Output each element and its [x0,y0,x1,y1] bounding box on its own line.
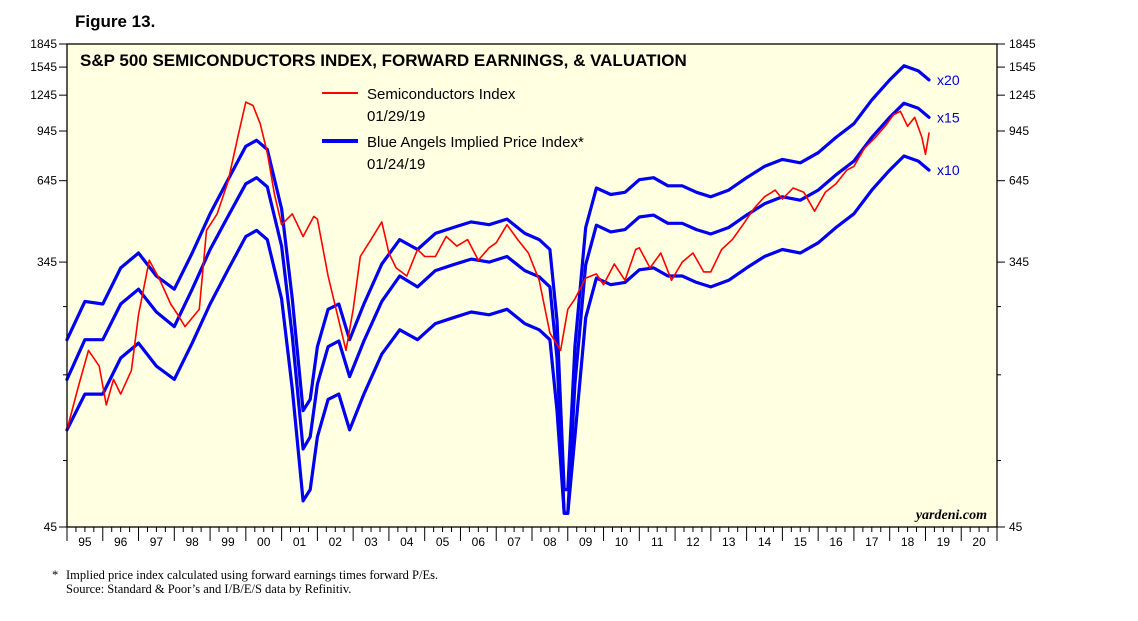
series-line-x10 [65,154,931,515]
series-line-semiconductors [66,101,930,431]
series-line-x20 [65,64,931,492]
x-tick-label: 20 [972,535,986,549]
watermark: yardeni.com [914,508,987,523]
x-tick-label: 14 [758,535,772,549]
x-tick-label: 05 [436,535,450,549]
x-tick-label: 09 [579,535,593,549]
series-layer: x20 x15 x10 [65,64,960,515]
y-tick-label-left: 45 [44,520,58,534]
x-tick-label: 00 [257,535,271,549]
y-tick-label-left: 1545 [30,60,57,74]
x-tick-label: 10 [615,535,629,549]
y-tick-label-left: 945 [37,124,57,138]
x-tick-label: 08 [543,535,557,549]
x-tick-label: 97 [150,535,164,549]
x-tick-label: 98 [186,535,200,549]
x-tick-label: 99 [221,535,235,549]
x-tick-label: 18 [901,535,915,549]
y-tick-label-right: 1845 [1009,37,1036,51]
y-tick-label-left: 345 [37,255,57,269]
x-tick-label: 01 [293,535,307,549]
legend-label-semiconductors: Semiconductors Index [367,86,516,103]
y-tick-label-left: 1245 [30,88,57,102]
legend: Semiconductors Index 01/29/19 Blue Angel… [322,86,584,173]
x-tick-label: 03 [364,535,378,549]
y-tick-label-right: 345 [1009,255,1029,269]
plot-area [67,44,997,527]
x-tick-label: 12 [686,535,700,549]
series-label-x10: x10 [937,162,960,178]
x-tick-label: 13 [722,535,736,549]
x-tick-label: 02 [329,535,343,549]
y-tick-label-right: 45 [1009,520,1023,534]
footnote-marker: * [52,568,59,582]
series-label-x20: x20 [937,72,960,88]
x-tick-label: 06 [472,535,486,549]
legend-label-implied-price: Blue Angels Implied Price Index* [367,134,584,151]
footnote-line-2: Source: Standard & Poor’s and I/B/E/S da… [66,582,352,596]
x-tick-label: 11 [651,535,664,549]
y-tick-label-left: 1845 [30,37,57,51]
legend-date-implied-price: 01/24/19 [367,156,425,173]
axis-ticks: 45 45 345 345 645 645 945 945 1245 1245 1545 1545 18… [30,37,1036,549]
x-tick-label: 95 [78,535,92,549]
x-tick-label: 07 [507,535,521,549]
x-tick-label: 04 [400,535,414,549]
y-tick-label-right: 945 [1009,124,1029,138]
chart-title: S&P 500 SEMICONDUCTORS INDEX, FORWARD EA… [80,51,687,70]
series-label-x15: x15 [937,109,960,125]
x-tick-label: 96 [114,535,128,549]
footnote-line-1: Implied price index calculated using for… [66,568,439,582]
y-tick-label-right: 1545 [1009,60,1036,74]
y-tick-label-right: 645 [1009,174,1029,188]
x-tick-label: 15 [794,535,808,549]
x-tick-label: 17 [865,535,879,549]
legend-date-semiconductors: 01/29/19 [367,108,425,125]
y-tick-label-right: 1245 [1009,88,1036,102]
series-line-x15 [65,101,931,515]
figure-label: Figure 13. [75,12,156,31]
x-tick-label: 19 [937,535,951,549]
x-tick-label: 16 [829,535,843,549]
footnote: * Implied price index calculated using fo… [52,568,438,596]
plot-frame [66,43,998,528]
y-tick-label-left: 645 [37,174,57,188]
